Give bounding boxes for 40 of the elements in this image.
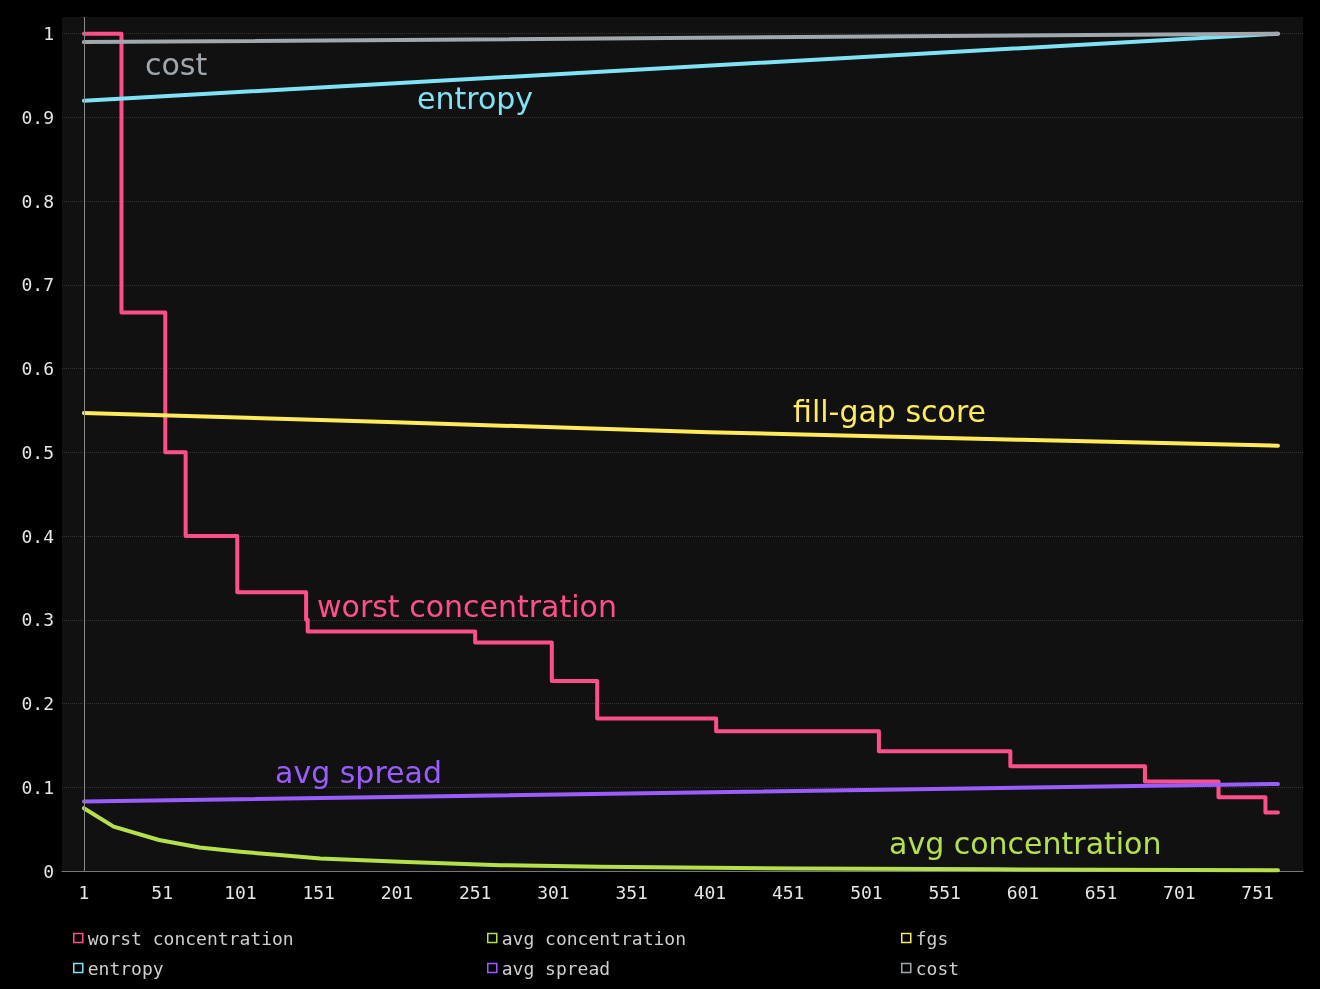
x-tick-label: 601 [1006,881,1040,903]
legend-label: avg spread [501,957,611,979]
y-tick-label: 0.2 [21,693,54,715]
x-tick-label: 301 [537,881,570,903]
x-tick-label: 651 [1084,881,1118,903]
annotation: cost [145,46,208,82]
x-tick-label: 151 [302,881,335,903]
annotation: entropy [417,80,534,116]
legend-label: entropy [87,957,164,979]
y-tick-label: 0.7 [21,274,54,296]
legend-label: fgs [915,927,949,949]
legend-label: worst concentration [87,927,294,949]
y-tick-label: 0.1 [21,776,54,798]
x-tick-label: 1 [78,881,90,903]
annotation: worst concentration [317,588,617,624]
y-tick-label: 0 [43,860,54,882]
x-tick-label: 501 [850,881,883,903]
x-tick-label: 101 [224,881,257,903]
annotation: avg spread [275,754,442,790]
x-tick-label: 751 [1241,881,1274,903]
y-tick-label: 1 [43,23,54,45]
annotation: fill-gap score [793,393,987,429]
y-tick-label: 0.4 [21,525,54,547]
x-tick-label: 451 [771,881,805,903]
y-tick-label: 0.6 [21,358,54,380]
x-tick-label: 551 [928,881,961,903]
x-tick-label: 701 [1163,881,1196,903]
y-tick-label: 0.8 [21,190,54,212]
x-tick-label: 201 [380,881,414,903]
x-tick-label: 251 [458,881,492,903]
x-tick-label: 51 [151,881,173,903]
annotation: avg concentration [889,825,1162,861]
y-tick-label: 0.9 [21,106,54,128]
line-series [81,806,1280,873]
legend-label: avg concentration [501,927,686,949]
y-tick-label: 0.5 [21,441,54,463]
y-tick-label: 0.3 [21,609,54,631]
x-tick-label: 351 [615,881,648,903]
x-tick-label: 401 [693,881,727,903]
legend-label: cost [915,957,960,979]
